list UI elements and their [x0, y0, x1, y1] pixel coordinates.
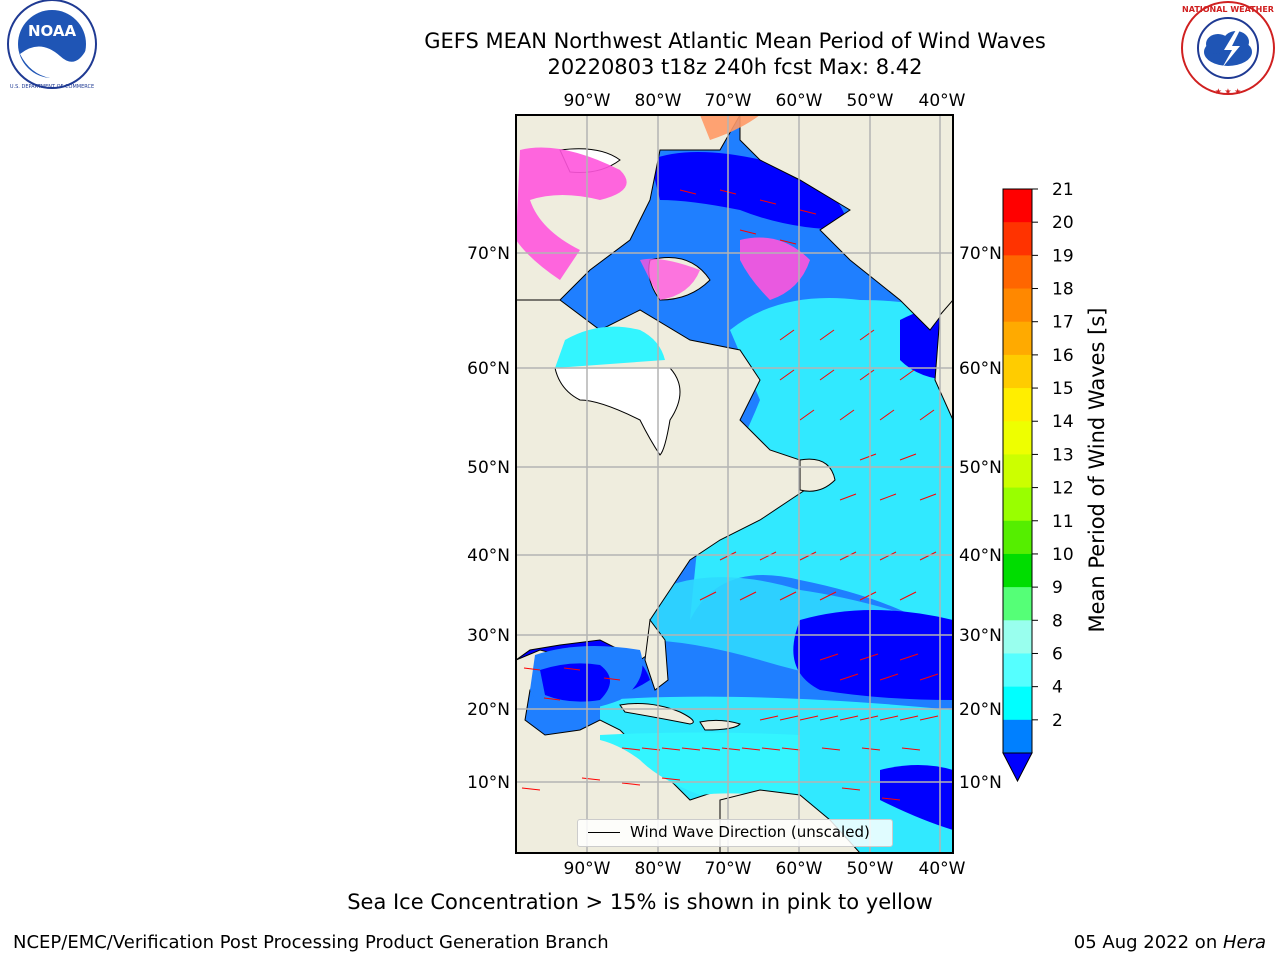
lon-label: 40°W	[919, 91, 966, 111]
lon-label: 50°W	[847, 859, 894, 879]
sea-ice-caption: Sea Ice Concentration > 15% is shown in …	[347, 890, 933, 914]
wind-arrows	[521, 189, 939, 801]
lat-label: 20°N	[959, 700, 1002, 720]
lat-label: 30°N	[959, 626, 1002, 646]
colorbar-swatch	[1003, 388, 1032, 422]
colorbar-tick-label: 2	[1052, 711, 1063, 731]
footer-credit: NCEP/EMC/Verification Post Processing Pr…	[13, 932, 609, 953]
lat-label: 50°N	[959, 458, 1002, 478]
lon-label: 80°W	[635, 91, 682, 111]
lat-labels-right: 70°N 60°N 50°N 40°N 30°N 20°N 10°N	[959, 244, 1002, 793]
colorbar-swatch	[1003, 354, 1032, 389]
colorbar-tick-label: 19	[1052, 246, 1074, 266]
colorbar-frame	[1002, 188, 1033, 754]
colorbar-tick-label: 9	[1052, 578, 1063, 598]
lon-label: 60°W	[776, 91, 823, 111]
lat-label: 70°N	[959, 244, 1002, 264]
colorbar-swatch	[1003, 288, 1032, 323]
lon-label: 80°W	[635, 859, 682, 879]
colorbar-swatch	[1003, 553, 1032, 588]
map-title: GEFS MEAN Northwest Atlantic Mean Period…	[424, 29, 1046, 53]
colorbar-tick-label: 6	[1052, 644, 1063, 664]
map-subtitle: 20220803 t18z 240h fcst Max: 8.42	[547, 55, 923, 79]
colorbar-swatch	[1003, 255, 1032, 290]
colorbar-tick-label: 20	[1052, 213, 1074, 233]
lon-label: 40°W	[919, 859, 966, 879]
colorbar-swatch	[1003, 520, 1032, 555]
colorbar-swatch	[1003, 620, 1032, 654]
lon-labels-top: 90°W 80°W 70°W 60°W 50°W 40°W	[564, 91, 966, 111]
colorbar-tick-label: 17	[1052, 313, 1074, 333]
lat-label: 10°N	[467, 773, 510, 793]
footer-date-text: 05 Aug 2022 on	[1073, 932, 1223, 953]
lat-label: 50°N	[467, 458, 510, 478]
lat-label: 20°N	[467, 700, 510, 720]
map-plot	[516, 115, 953, 853]
colorbar-swatch	[1003, 222, 1032, 256]
map-legend: Wind Wave Direction (unscaled)	[577, 819, 893, 847]
lon-labels-bottom: 90°W 80°W 70°W 60°W 50°W 40°W	[564, 859, 966, 879]
colorbar-tick-label: 8	[1052, 611, 1063, 631]
colorbar-tick-label: 15	[1052, 379, 1074, 399]
colorbar: 21 20 19 18 17 16 15 14 13 12 11 10 9 8 6 4 2	[1002, 180, 1074, 783]
colorbar-tick-label: 13	[1052, 445, 1074, 465]
lat-label: 40°N	[467, 546, 510, 566]
lat-labels-left: 70°N 60°N 50°N 40°N 30°N 20°N 10°N	[467, 244, 510, 793]
legend-line-swatch	[588, 832, 620, 833]
lat-label: 40°N	[959, 546, 1002, 566]
colorbar-extend-arrow	[1002, 752, 1033, 783]
colorbar-swatch	[1003, 587, 1032, 621]
colorbar-swatch	[1003, 487, 1032, 522]
map-frame	[515, 114, 954, 854]
colorbar-tick-label: 21	[1052, 180, 1074, 200]
colorbar-swatch	[1003, 653, 1032, 688]
legend-label: Wind Wave Direction (unscaled)	[630, 823, 870, 841]
nws-logo: NATIONAL WEATHER ★ ★ ★	[1181, 1, 1275, 96]
lat-label: 30°N	[467, 626, 510, 646]
colorbar-tick-label: 10	[1052, 545, 1074, 565]
lat-label: 70°N	[467, 244, 510, 264]
svg-text:U.S. DEPARTMENT OF COMMERCE: U.S. DEPARTMENT OF COMMERCE	[10, 84, 94, 90]
colorbar-swatch	[1003, 321, 1032, 356]
lon-label: 70°W	[705, 91, 752, 111]
colorbar-swatch	[1003, 421, 1032, 455]
footer-machine: Hera	[1222, 932, 1266, 953]
svg-text:NATIONAL WEATHER: NATIONAL WEATHER	[1182, 5, 1274, 14]
colorbar-swatch	[1003, 454, 1032, 489]
colorbar-tick-label: 12	[1052, 479, 1074, 499]
lon-label: 50°W	[847, 91, 894, 111]
lon-label: 70°W	[705, 859, 752, 879]
noaa-logo: NOAA U.S. DEPARTMENT OF COMMERCE	[7, 0, 97, 90]
colorbar-label: Mean Period of Wind Waves [s]	[1085, 307, 1109, 633]
lon-label: 90°W	[564, 859, 611, 879]
colorbar-swatch	[1003, 686, 1032, 721]
colorbar-swatch	[1003, 189, 1032, 223]
svg-text:★ ★ ★: ★ ★ ★	[1215, 87, 1242, 96]
footer-date: 05 Aug 2022 on Hera	[1074, 932, 1266, 953]
lon-label: 60°W	[776, 859, 823, 879]
lat-label: 60°N	[467, 359, 510, 379]
lat-label: 60°N	[959, 359, 1002, 379]
colorbar-tick-label: 18	[1052, 280, 1074, 300]
colorbar-swatch	[1003, 719, 1032, 754]
colorbar-tick-label: 16	[1052, 346, 1074, 366]
noaa-logo-text: NOAA	[28, 22, 77, 40]
lat-label: 10°N	[959, 773, 1002, 793]
colorbar-tick-label: 4	[1052, 678, 1063, 698]
colorbar-tick-label: 14	[1052, 412, 1074, 432]
colorbar-tick-label: 11	[1052, 512, 1074, 532]
lon-label: 90°W	[564, 91, 611, 111]
